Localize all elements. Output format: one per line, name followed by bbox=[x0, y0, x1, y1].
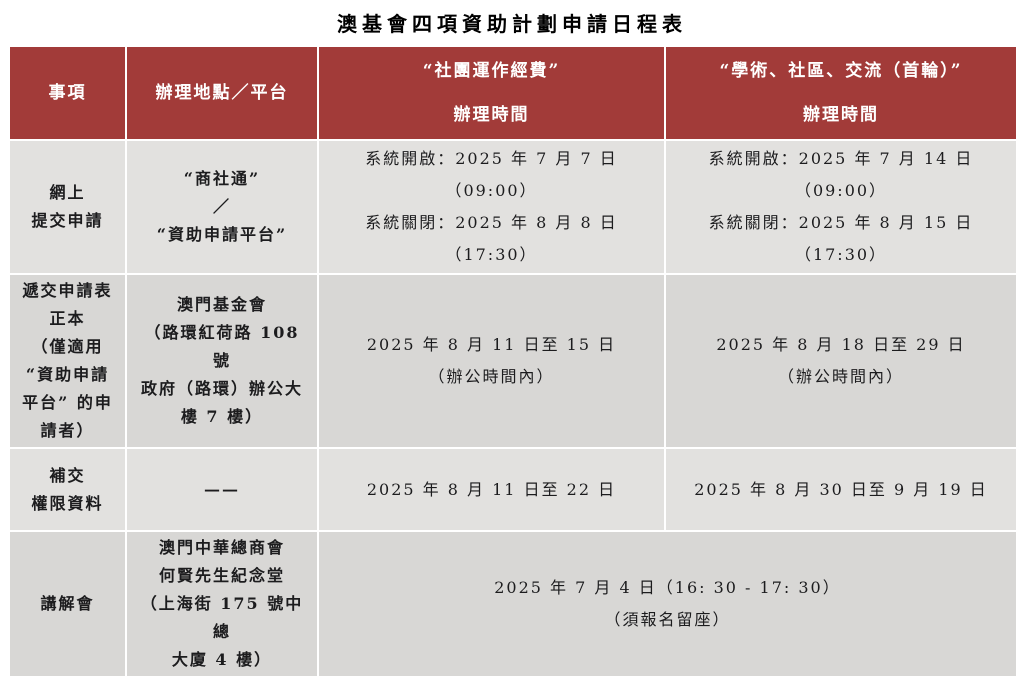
cell-association-time: 2025 年 8 月 11 日至 22 日 bbox=[319, 449, 664, 531]
cell-academic-time: 系統開啟：2025 年 7 月 14 日（09:00） 系統關閉：2025 年 … bbox=[666, 141, 1016, 274]
cell-location: 澳門中華總商會 何賢先生紀念堂 （上海街 175 號中總 大廈 4 樓） bbox=[127, 532, 317, 677]
page-title: 澳基會四項資助計劃申請日程表 bbox=[337, 12, 687, 36]
table-row-briefing-session: 講解會 澳門中華總商會 何賢先生紀念堂 （上海街 175 號中總 大廈 4 樓）… bbox=[10, 532, 1016, 677]
cell-item: 遞交申請表 正本 （僅適用 “資助申請 平台” 的申 請者） bbox=[10, 275, 125, 448]
cell-item: 網上 提交申請 bbox=[10, 141, 125, 274]
cell-academic-time: 2025 年 8 月 30 日至 9 月 19 日 bbox=[666, 449, 1016, 531]
cell-academic-time: 2025 年 8 月 18 日至 29 日 （辦公時間內） bbox=[666, 275, 1016, 448]
header-academic-funds: “學術、社區、交流（首輪）” 辦理時間 bbox=[666, 47, 1016, 140]
cell-association-time: 系統開啟：2025 年 7 月 7 日（09:00） 系統關閉：2025 年 8… bbox=[319, 141, 664, 274]
cell-item: 講解會 bbox=[10, 532, 125, 677]
table-row-online-submission: 網上 提交申請 “商社通” ／ “資助申請平台” 系統開啟：2025 年 7 月… bbox=[10, 141, 1016, 274]
cell-item: 補交 權限資料 bbox=[10, 449, 125, 531]
cell-location: —— bbox=[127, 449, 317, 531]
cell-location: 澳門基金會 （路環紅荷路 108 號 政府（路環）辦公大 樓 7 樓） bbox=[127, 275, 317, 448]
cell-location: “商社通” ／ “資助申請平台” bbox=[127, 141, 317, 274]
header-item: 事項 bbox=[10, 47, 125, 140]
cell-merged-time: 2025 年 7 月 4 日（16: 30 - 17: 30） （須報名留座） bbox=[319, 532, 1016, 677]
header-association-funds: “社團運作經費” 辦理時間 bbox=[319, 47, 664, 140]
header-location: 辦理地點／平台 bbox=[127, 47, 317, 140]
schedule-table: 事項 辦理地點／平台 “社團運作經費” 辦理時間 “學術、社區、交流（首輪）” … bbox=[8, 45, 1018, 678]
cell-association-time: 2025 年 8 月 11 日至 15 日 （辦公時間內） bbox=[319, 275, 664, 448]
header-row: 事項 辦理地點／平台 “社團運作經費” 辦理時間 “學術、社區、交流（首輪）” … bbox=[10, 47, 1016, 140]
table-row-supplementary-info: 補交 權限資料 —— 2025 年 8 月 11 日至 22 日 2025 年 … bbox=[10, 449, 1016, 531]
table-row-original-form: 遞交申請表 正本 （僅適用 “資助申請 平台” 的申 請者） 澳門基金會 （路環… bbox=[10, 275, 1016, 448]
